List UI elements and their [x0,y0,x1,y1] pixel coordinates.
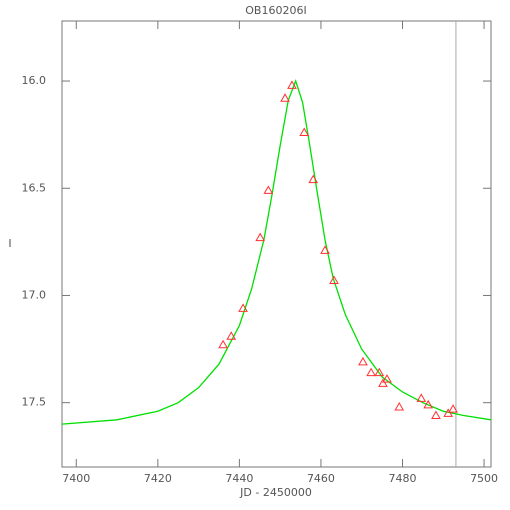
data-point [320,245,330,254]
plot-frame [61,20,492,468]
x-tick-label: 7400 [62,472,90,485]
data-point [263,185,274,194]
data-point [238,303,248,312]
y-tick-label: 17.0 [22,288,47,301]
data-point [423,399,434,409]
data-point [358,356,368,366]
data-point [416,393,427,402]
y-tick-label: 16.5 [22,181,47,194]
data-point [431,410,441,420]
y-tick-label: 16.0 [22,74,47,87]
x-tick-label: 7460 [307,472,335,485]
y-tick-label: 17.5 [22,396,47,409]
data-point [218,339,228,349]
x-tick-label: 7480 [389,472,417,485]
x-axis-label: JD - 2450000 [239,486,312,499]
data-point [366,367,376,377]
data-point [374,367,385,377]
data-point [287,80,297,89]
x-tick-label: 7440 [225,472,253,485]
data-point [226,331,237,340]
data-point [299,127,310,136]
x-tick-label: 7420 [144,472,172,485]
fit-curve [61,79,492,425]
data-point [448,404,458,413]
y-axis-label: I [8,237,11,250]
data-point [255,232,266,242]
data-point [280,93,290,102]
data-point [443,408,454,417]
data-point [378,378,388,387]
data-point [329,275,339,284]
data-point [382,374,392,383]
data-point [394,401,405,411]
x-tick-label: 7500 [470,472,498,485]
chart-title: OB160206I [245,4,306,17]
data-point [308,174,319,184]
